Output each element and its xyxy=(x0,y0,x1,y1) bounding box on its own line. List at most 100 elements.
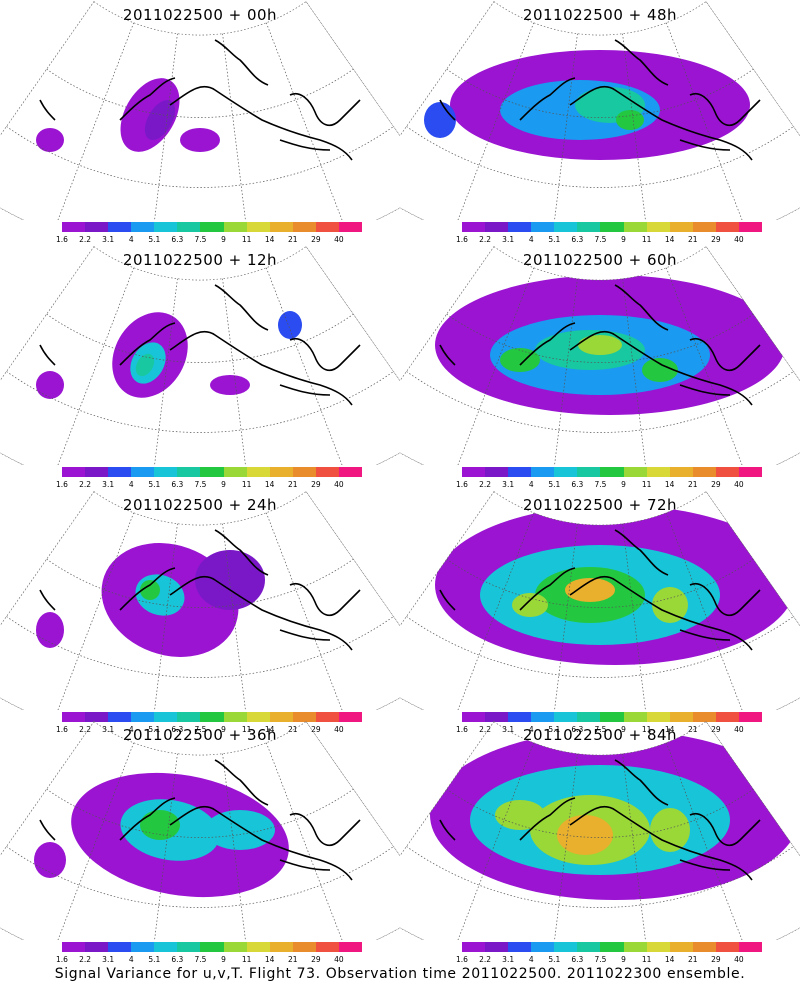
colorbar-swatch xyxy=(646,467,670,477)
colorbar-tick-label: 14 xyxy=(264,955,275,964)
longitude-gridline xyxy=(222,753,251,940)
variance-contour xyxy=(205,810,275,850)
colorbar-swatch xyxy=(738,222,763,232)
coastline xyxy=(614,39,669,86)
colorbar-tick-label: 4 xyxy=(128,480,134,489)
forecast-panel: 2011022500 + 48h 1.6 2.2 3.1 4 5.1 6.3 7.5 9 11 1… xyxy=(400,0,800,244)
longitude-gridline xyxy=(665,742,748,940)
colorbar-swatch xyxy=(600,942,624,952)
colorbar-swatch xyxy=(485,942,509,952)
colorbar-tick-label: 14 xyxy=(664,955,675,964)
coastline xyxy=(279,139,331,151)
colorbar-tick-label: 7.5 xyxy=(194,235,207,244)
colorbar-swatch xyxy=(738,467,763,477)
colorbar-swatch xyxy=(669,712,693,722)
colorbar-tick-label: 6.3 xyxy=(171,955,184,964)
colorbar-swatch xyxy=(338,712,363,722)
latitude-gridline xyxy=(446,558,754,608)
colorbar-swatch xyxy=(62,467,86,477)
coastline xyxy=(214,759,269,806)
colorbar-tick-label: 7.5 xyxy=(194,725,207,734)
longitude-gridline xyxy=(305,721,400,907)
colorbar xyxy=(62,222,363,232)
colorbar-tick-label: 14 xyxy=(264,480,275,489)
colorbar-swatch xyxy=(508,712,532,722)
longitude-gridline xyxy=(665,22,748,220)
colorbar-swatch xyxy=(246,222,270,232)
variance-contour xyxy=(36,371,64,399)
colorbar-tick-label: 40 xyxy=(734,955,744,964)
colorbar-tick-label: 14 xyxy=(664,725,675,734)
variance-contour xyxy=(616,110,644,130)
colorbar-ticks: 1.6 2.2 3.1 4 5.1 6.3 7.5 9 11 14 21 29 40 xyxy=(456,955,762,965)
colorbar xyxy=(62,942,363,952)
variance-contour xyxy=(512,593,548,617)
latitude-gridline xyxy=(400,905,800,940)
coastline xyxy=(519,77,576,121)
colorbar-swatch xyxy=(223,942,247,952)
variance-contour xyxy=(578,335,622,355)
colorbar-tick-label: 2.2 xyxy=(79,235,92,244)
longitude-gridline xyxy=(52,22,135,220)
colorbar-swatch xyxy=(154,222,178,232)
colorbar-tick-label: 11 xyxy=(641,955,652,964)
longitude-gridline xyxy=(452,512,535,710)
colorbar-swatch xyxy=(131,942,155,952)
forecast-panel: 2011022500 + 24h 1.6 2.2 3.1 4 5.1 6.3 7.5 9 11 1… xyxy=(0,490,400,734)
colorbar-tick-label: 29 xyxy=(311,725,321,734)
colorbar-ticks: 1.6 2.2 3.1 4 5.1 6.3 7.5 9 11 14 21 29 40 xyxy=(456,480,762,490)
colorbar-swatch xyxy=(269,712,293,722)
colorbar-tick-label: 1.6 xyxy=(456,235,468,244)
colorbar-tick-label: 21 xyxy=(287,235,298,244)
colorbar-tick-label: 3.1 xyxy=(102,480,115,489)
longitude-gridline xyxy=(222,278,251,465)
forecast-panel: 2011022500 + 36h 1.6 2.2 3.1 4 5.1 6.3 7.5 9 11 1… xyxy=(0,720,400,964)
colorbar-swatch xyxy=(338,222,363,232)
coastline xyxy=(169,330,353,406)
colorbar xyxy=(62,712,363,722)
colorbar-tick-label: 5.1 xyxy=(548,725,561,734)
colorbar-swatch xyxy=(600,222,624,232)
colorbar-swatch xyxy=(200,467,224,477)
panel-title: 2011022500 + 48h xyxy=(522,6,678,24)
colorbar-swatch xyxy=(531,467,555,477)
colorbar-tick-label: 9 xyxy=(621,955,626,964)
colorbar-tick-label: 7.5 xyxy=(194,955,207,964)
panel-title: 2011022500 + 00h xyxy=(122,6,278,24)
longitude-gridline xyxy=(622,33,651,220)
longitude-gridline xyxy=(149,753,178,940)
coastline xyxy=(439,819,456,841)
latitude-gridline xyxy=(446,68,754,118)
latitude-gridline xyxy=(6,616,394,678)
colorbar-swatch xyxy=(577,467,601,477)
coastline xyxy=(569,805,753,881)
colorbar-ticks: 1.6 2.2 3.1 4 5.1 6.3 7.5 9 11 14 21 29 40 xyxy=(56,235,362,245)
colorbar-tick-label: 4 xyxy=(528,725,534,734)
colorbar-tick-label: 7.5 xyxy=(594,955,607,964)
coastline xyxy=(39,819,56,841)
variance-contour xyxy=(557,815,613,855)
variance-contour xyxy=(180,620,220,650)
longitude-gridline xyxy=(549,33,578,220)
latitude-gridline xyxy=(446,313,754,363)
coastline xyxy=(679,384,731,396)
colorbar-swatch xyxy=(292,712,316,722)
colorbar-swatch xyxy=(646,712,670,722)
forecast-panel: 2011022500 + 00h 1.6 2.2 3.1 4 5.1 6.3 7.5 9 11 1… xyxy=(0,0,400,244)
variance-contour xyxy=(495,800,545,830)
longitude-gridline xyxy=(622,753,651,940)
map-plot xyxy=(400,1,800,220)
colorbar-swatch xyxy=(338,467,363,477)
colorbar-tick-label: 2.2 xyxy=(79,480,92,489)
colorbar-tick-label: 21 xyxy=(287,725,298,734)
coastline xyxy=(169,575,353,651)
colorbar-tick-label: 11 xyxy=(241,725,252,734)
colorbar-swatch xyxy=(462,712,486,722)
coastline xyxy=(679,859,731,871)
colorbar-tick-label: 1.6 xyxy=(56,235,68,244)
panel-title: 2011022500 + 60h xyxy=(522,251,678,269)
longitude-gridline xyxy=(52,267,135,465)
latitude-gridline xyxy=(6,126,394,188)
colorbar-swatch xyxy=(485,467,509,477)
colorbar-tick-label: 3.1 xyxy=(502,725,515,734)
